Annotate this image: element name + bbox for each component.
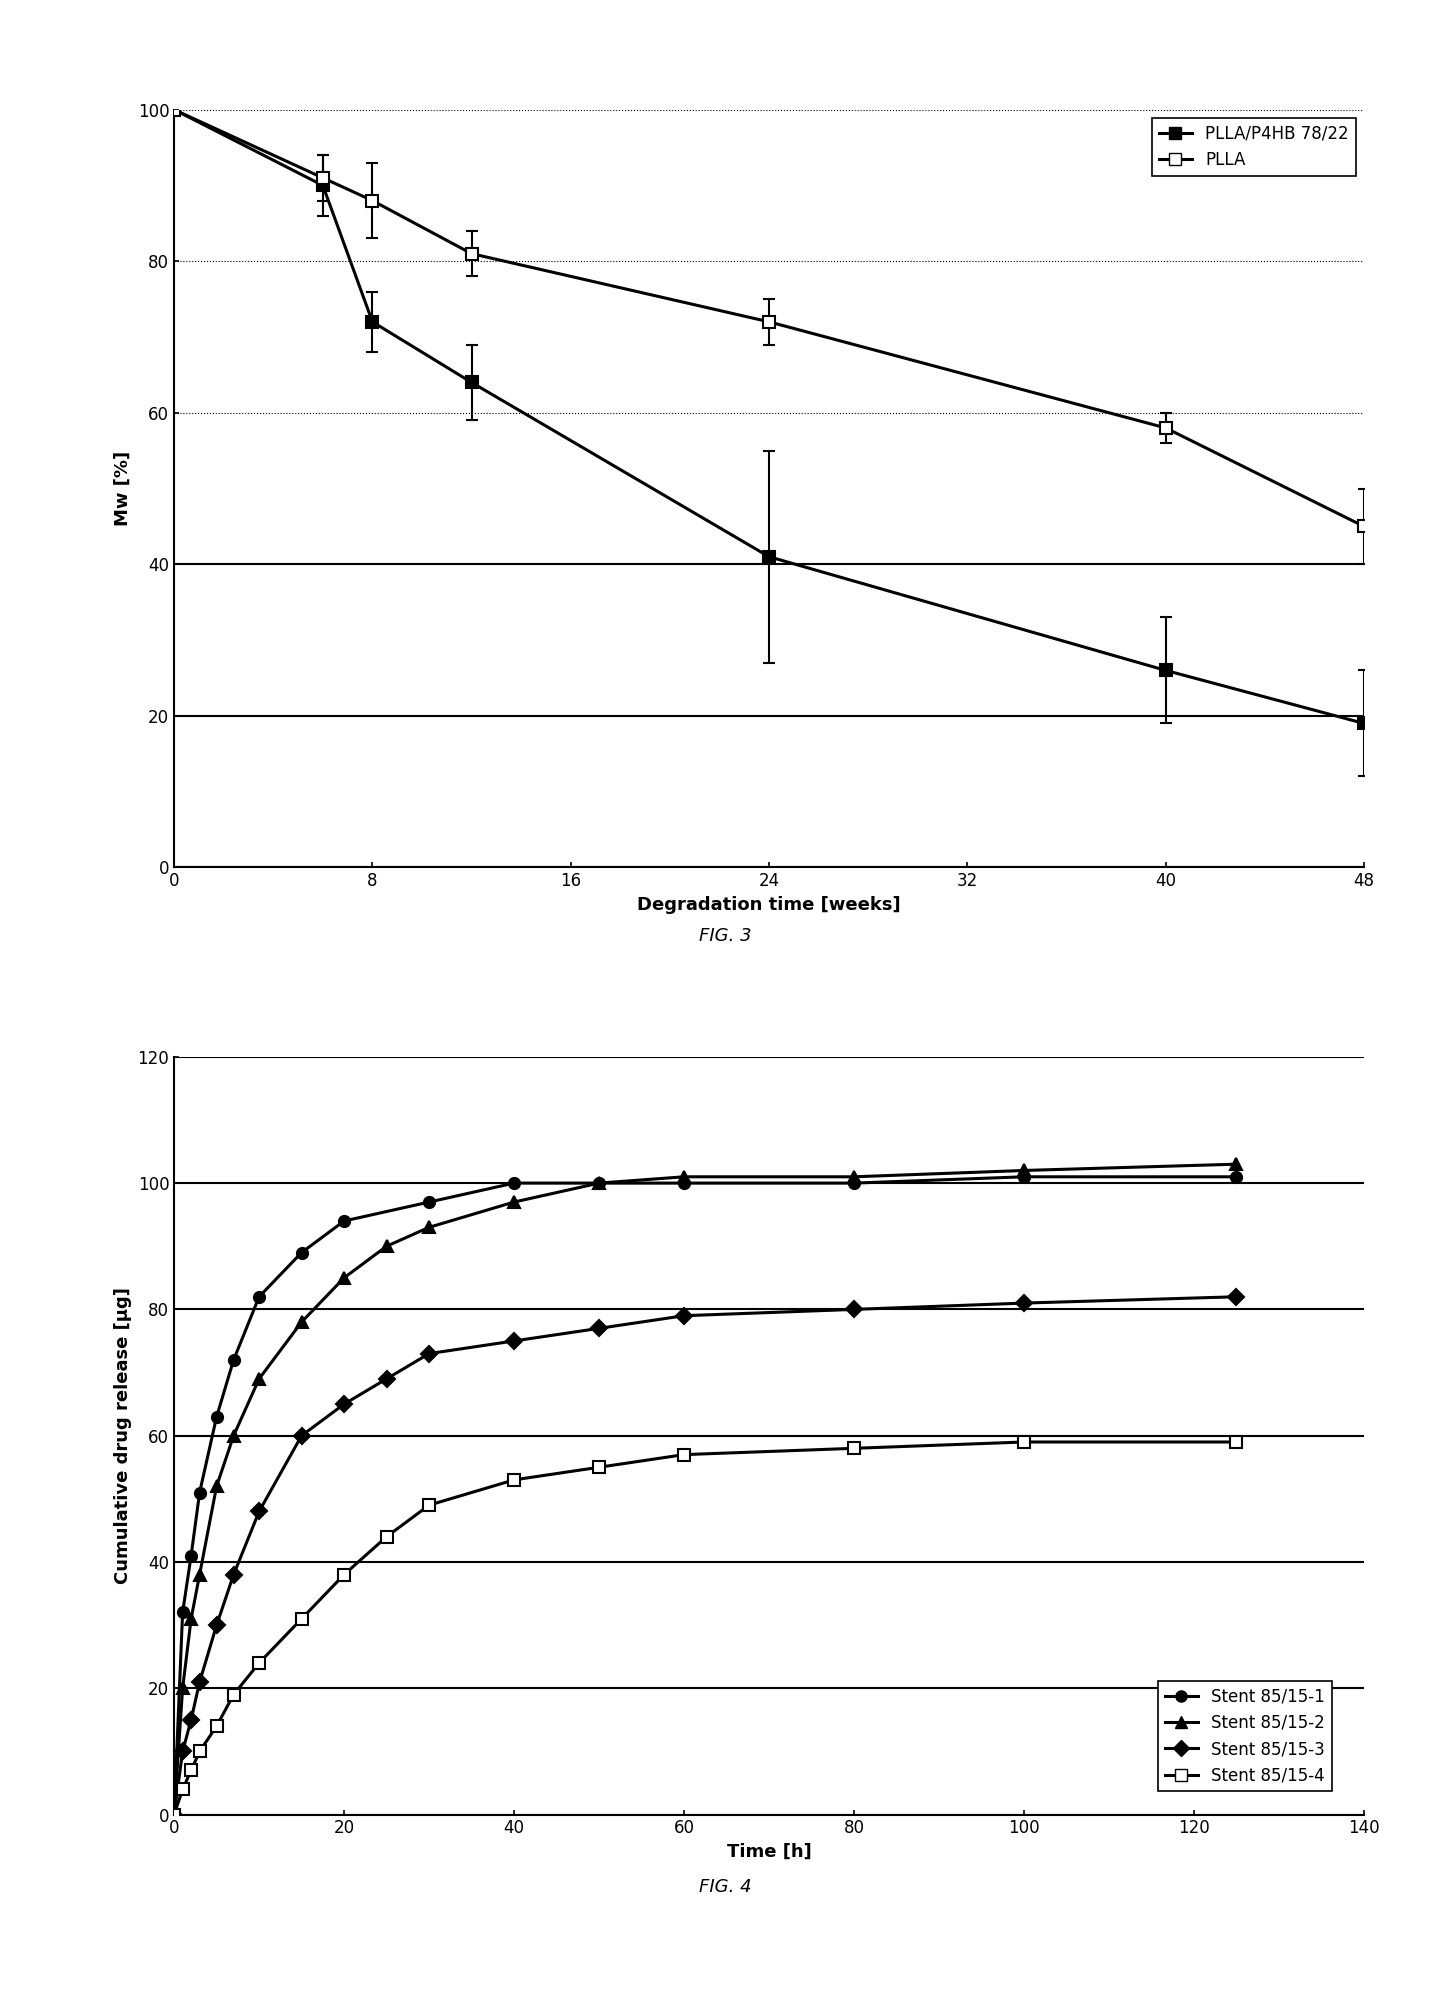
Stent 85/15-1 — [293, 1240, 311, 1264]
Stent 85/15-1 — [165, 1803, 183, 1827]
Stent 85/15-4 — [1228, 1430, 1245, 1454]
Stent 85/15-2 — [377, 1234, 395, 1258]
Stent 85/15-3 — [1016, 1292, 1033, 1316]
X-axis label: Degradation time [weeks]: Degradation time [weeks] — [637, 895, 901, 913]
Stent 85/15-3 — [251, 1499, 268, 1523]
Stent 85/15-1 — [1228, 1164, 1245, 1188]
Stent 85/15-2 — [165, 1803, 183, 1827]
Stent 85/15-1 — [192, 1480, 209, 1505]
Stent 85/15-2 — [1228, 1153, 1245, 1176]
Stent 85/15-4 — [251, 1651, 268, 1675]
Line: Stent 85/15-2: Stent 85/15-2 — [168, 1159, 1242, 1821]
Stent 85/15-3 — [675, 1304, 692, 1328]
Stent 85/15-4 — [293, 1607, 311, 1631]
Stent 85/15-2 — [675, 1164, 692, 1188]
Stent 85/15-2 — [1016, 1159, 1033, 1182]
Stent 85/15-3 — [591, 1316, 608, 1340]
Stent 85/15-4 — [192, 1739, 209, 1763]
Legend: Stent 85/15-1, Stent 85/15-2, Stent 85/15-3, Stent 85/15-4: Stent 85/15-1, Stent 85/15-2, Stent 85/1… — [1158, 1681, 1332, 1791]
Stent 85/15-4 — [846, 1436, 863, 1460]
Stent 85/15-4 — [505, 1468, 522, 1492]
Stent 85/15-3 — [183, 1707, 200, 1731]
Stent 85/15-1 — [225, 1348, 242, 1372]
Stent 85/15-1 — [421, 1190, 438, 1214]
Stent 85/15-3 — [421, 1342, 438, 1366]
Y-axis label: Mw [%]: Mw [%] — [115, 451, 132, 526]
Stent 85/15-1 — [591, 1170, 608, 1194]
Stent 85/15-2 — [174, 1677, 192, 1701]
Stent 85/15-3 — [293, 1424, 311, 1448]
Legend: PLLA/P4HB 78/22, PLLA: PLLA/P4HB 78/22, PLLA — [1152, 118, 1355, 175]
Stent 85/15-1 — [675, 1170, 692, 1194]
Stent 85/15-1 — [335, 1208, 353, 1232]
Stent 85/15-4 — [591, 1456, 608, 1480]
Stent 85/15-2 — [335, 1266, 353, 1290]
Stent 85/15-3 — [1228, 1284, 1245, 1308]
Stent 85/15-3 — [165, 1803, 183, 1827]
Stent 85/15-3 — [335, 1392, 353, 1416]
Stent 85/15-4 — [1016, 1430, 1033, 1454]
Stent 85/15-4 — [675, 1444, 692, 1468]
Stent 85/15-3 — [225, 1563, 242, 1587]
Stent 85/15-4 — [377, 1525, 395, 1549]
Stent 85/15-2 — [251, 1368, 268, 1392]
Stent 85/15-1 — [207, 1404, 225, 1428]
Stent 85/15-1 — [183, 1543, 200, 1567]
Stent 85/15-3 — [377, 1368, 395, 1392]
Line: Stent 85/15-3: Stent 85/15-3 — [168, 1292, 1242, 1821]
Stent 85/15-4 — [335, 1563, 353, 1587]
Stent 85/15-4 — [225, 1683, 242, 1707]
Stent 85/15-4 — [207, 1715, 225, 1739]
Stent 85/15-3 — [846, 1298, 863, 1322]
Line: Stent 85/15-4: Stent 85/15-4 — [168, 1436, 1242, 1821]
Y-axis label: Cumulative drug release [µg]: Cumulative drug release [µg] — [115, 1288, 132, 1583]
Stent 85/15-4 — [421, 1494, 438, 1517]
Stent 85/15-1 — [505, 1170, 522, 1194]
Stent 85/15-2 — [225, 1424, 242, 1448]
Stent 85/15-4 — [174, 1777, 192, 1801]
Stent 85/15-2 — [591, 1170, 608, 1194]
Stent 85/15-3 — [505, 1330, 522, 1354]
Stent 85/15-3 — [207, 1613, 225, 1637]
Stent 85/15-3 — [174, 1739, 192, 1763]
Text: FIG. 3: FIG. 3 — [699, 927, 752, 945]
Stent 85/15-1 — [1016, 1164, 1033, 1188]
Stent 85/15-2 — [846, 1164, 863, 1188]
Stent 85/15-4 — [183, 1759, 200, 1783]
Stent 85/15-3 — [192, 1671, 209, 1695]
Stent 85/15-2 — [183, 1607, 200, 1631]
Stent 85/15-2 — [293, 1310, 311, 1334]
Line: Stent 85/15-1: Stent 85/15-1 — [168, 1170, 1242, 1821]
Stent 85/15-2 — [505, 1190, 522, 1214]
Stent 85/15-1 — [846, 1170, 863, 1194]
X-axis label: Time [h]: Time [h] — [727, 1842, 811, 1860]
Text: FIG. 4: FIG. 4 — [699, 1878, 752, 1896]
Stent 85/15-2 — [207, 1474, 225, 1497]
Stent 85/15-2 — [421, 1216, 438, 1240]
Stent 85/15-1 — [174, 1601, 192, 1625]
Stent 85/15-4 — [165, 1803, 183, 1827]
Stent 85/15-2 — [192, 1563, 209, 1587]
Stent 85/15-1 — [251, 1284, 268, 1308]
